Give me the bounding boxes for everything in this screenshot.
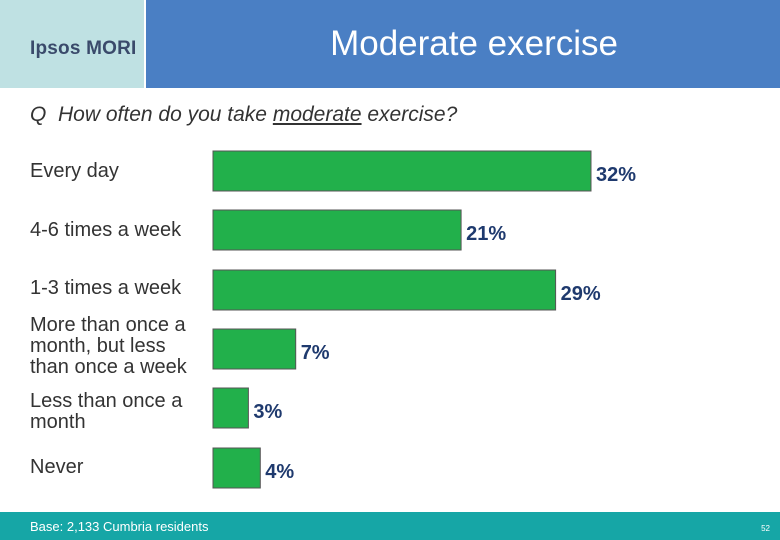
logo-panel: Ipsos MORI (0, 0, 144, 88)
bar-5 (212, 447, 261, 489)
value-label-3: 7% (301, 342, 330, 364)
question-prefix: Q (30, 103, 47, 126)
category-label-more-than-once-month: More than once a month, but less than on… (30, 314, 187, 378)
bar-2 (212, 269, 557, 311)
category-label-every-day: Every day (30, 160, 119, 182)
bar-4 (212, 387, 249, 429)
base-note: Base: 2,133 Cumbria residents (30, 519, 209, 534)
value-label-4: 3% (253, 401, 282, 423)
page-title: Moderate exercise (330, 24, 618, 63)
value-label-1: 21% (466, 223, 506, 245)
title-bar: Moderate exercise (146, 0, 780, 88)
question-text: Q How often do you take moderate exercis… (30, 103, 457, 127)
category-label-less-than-once-month: Less than once a month (30, 390, 183, 433)
bar-0 (212, 150, 592, 192)
category-label-never: Never (30, 456, 84, 478)
category-label-1-3-week: 1-3 times a week (30, 277, 182, 299)
footer-bar: Base: 2,133 Cumbria residents 52 (0, 512, 780, 540)
ipsos-mori-logo: Ipsos MORI (30, 38, 137, 59)
question-emphasis: moderate (272, 103, 362, 126)
value-label-0: 32% (596, 164, 636, 186)
question-before: How often do you take (58, 103, 273, 126)
value-label-2: 29% (561, 283, 601, 305)
bar-3 (212, 328, 297, 370)
question-after: exercise? (361, 103, 458, 126)
bar-chart: 32% 21% 29% 7% 3% 4% (212, 150, 636, 489)
value-label-5: 4% (265, 461, 294, 483)
category-label-4-6-week: 4-6 times a week (30, 219, 182, 241)
bar-1 (212, 209, 462, 251)
page-number: 52 (761, 524, 770, 533)
